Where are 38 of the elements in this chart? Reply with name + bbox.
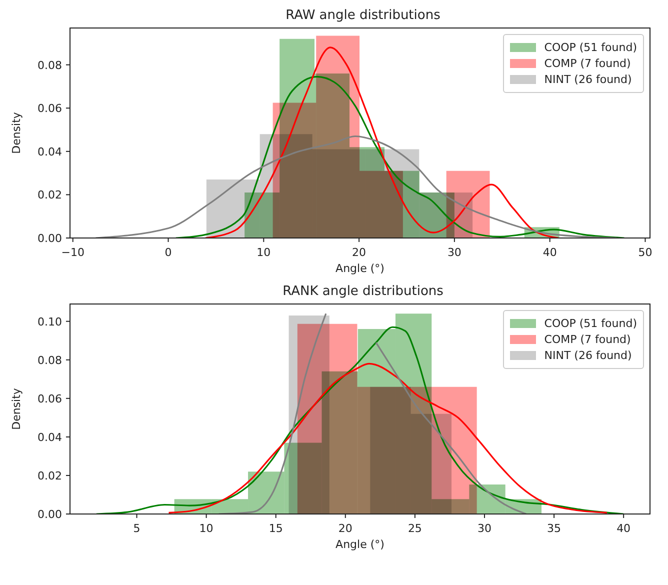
legend-label: NINT (26 found) [544, 349, 632, 362]
x-tick-label: 30 [477, 522, 492, 535]
x-tick-label: 5 [133, 522, 140, 535]
y-axis-title: Density [10, 112, 23, 154]
y-tick-label: 0.00 [38, 232, 62, 245]
y-axis-title: Density [10, 388, 23, 430]
y-tick-label: 0.08 [38, 58, 62, 72]
x-tick-label: 20 [338, 522, 352, 535]
x-tick-label: 50 [638, 246, 652, 259]
x-tick-label: 15 [268, 522, 283, 535]
x-tick-label: 0 [164, 246, 172, 259]
x-tick-label: −10 [61, 246, 84, 259]
y-tick-label: 0.06 [38, 392, 62, 406]
legend-label: COOP (51 found) [544, 41, 637, 54]
legend-label: NINT (26 found) [544, 73, 632, 86]
y-tick-label: 0.08 [38, 354, 62, 367]
x-tick-label: 10 [256, 246, 271, 259]
y-tick-label: 0.02 [38, 188, 62, 202]
y-tick-label: 0.04 [38, 145, 62, 158]
x-tick-label: 40 [616, 522, 631, 535]
legend-label: COMP (7 found) [544, 333, 631, 346]
x-tick-label: 10 [199, 522, 214, 535]
chart-title: RANK angle distributions [282, 284, 444, 301]
y-tick-label: 0.04 [38, 430, 62, 444]
x-axis-title: Angle (°) [336, 538, 384, 551]
y-tick-label: 0.10 [38, 315, 62, 328]
chart-title: RAW angle distributions [284, 8, 442, 25]
legend-label: COMP (7 found) [544, 57, 631, 70]
y-tick-label: 0.06 [38, 102, 62, 116]
x-tick-label: 35 [547, 522, 562, 535]
y-tick-label: 0.00 [38, 508, 62, 521]
y-tick-label: 0.02 [38, 469, 62, 482]
x-tick-label: 30 [447, 246, 462, 259]
x-tick-label: 40 [542, 246, 557, 259]
x-axis-title: Angle (°) [336, 262, 384, 275]
legend-label: COOP (51 found) [544, 317, 637, 330]
x-tick-label: 25 [408, 522, 422, 535]
x-tick-label: 20 [352, 246, 366, 259]
